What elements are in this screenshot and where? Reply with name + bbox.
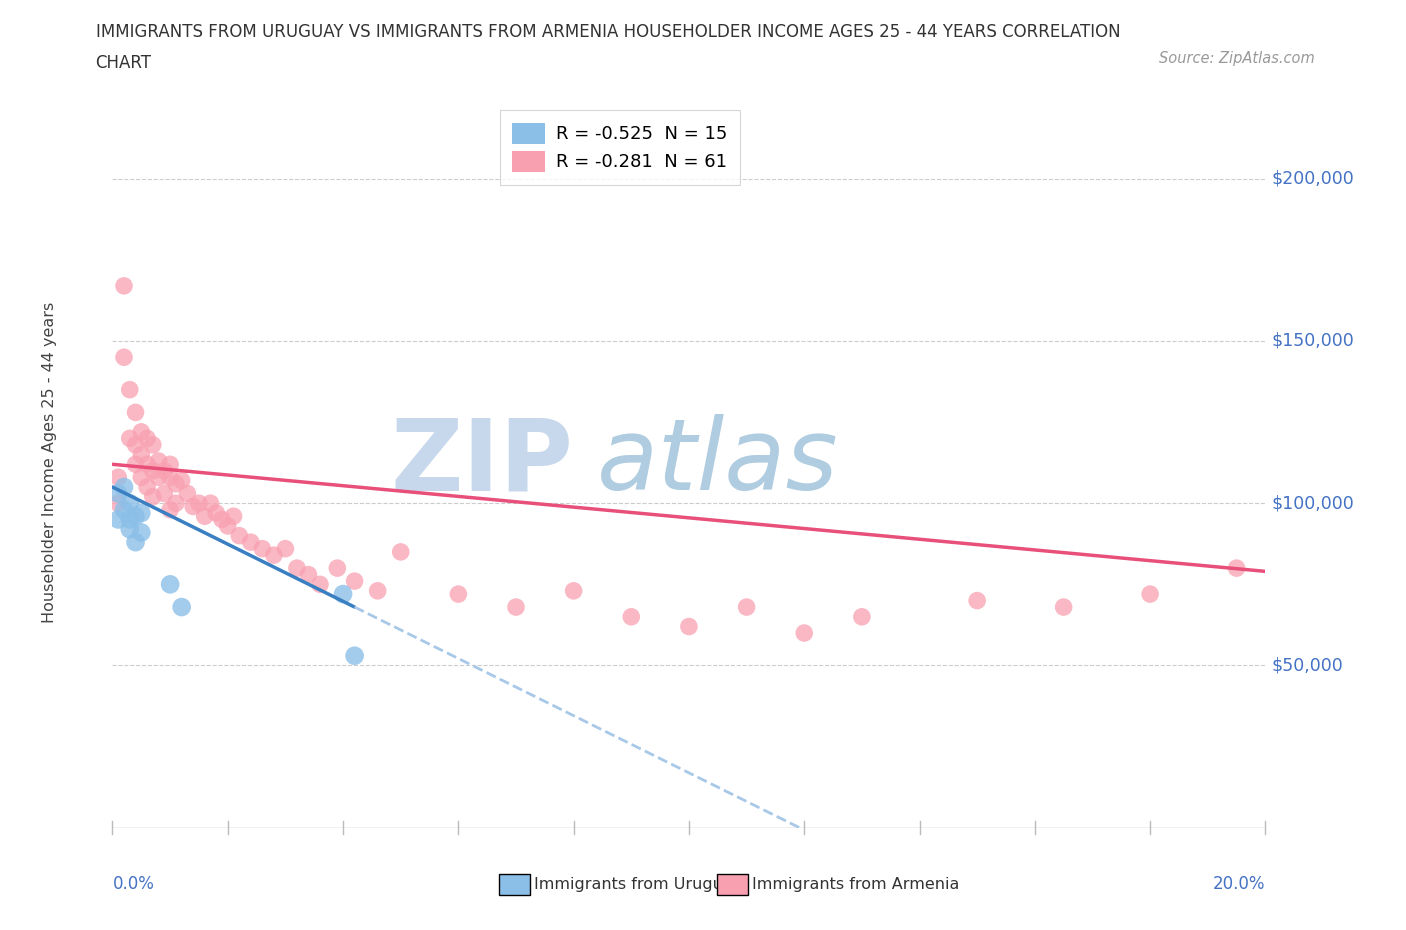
Point	[188, 496, 211, 511]
Point	[263, 548, 285, 563]
Point	[107, 470, 129, 485]
Point	[252, 541, 274, 556]
Point	[505, 600, 527, 615]
Legend: R = -0.525  N = 15, R = -0.281  N = 61: R = -0.525 N = 15, R = -0.281 N = 61	[499, 111, 740, 184]
Point	[153, 486, 176, 501]
Point	[124, 509, 146, 524]
Text: CHART: CHART	[96, 54, 152, 72]
Point	[118, 522, 141, 537]
Point	[326, 561, 349, 576]
Point	[136, 431, 159, 445]
Point	[217, 519, 239, 534]
Point	[124, 405, 146, 419]
Point	[118, 431, 141, 445]
Point	[107, 512, 129, 527]
Text: Householder Income Ages 25 - 44 years: Householder Income Ages 25 - 44 years	[42, 302, 56, 623]
Point	[112, 502, 135, 517]
Text: $100,000: $100,000	[1271, 494, 1354, 512]
Point	[205, 506, 228, 521]
Point	[129, 506, 153, 521]
Point	[136, 457, 159, 472]
Point	[170, 600, 193, 615]
Text: atlas: atlas	[596, 414, 838, 512]
Point	[153, 463, 176, 478]
Point	[194, 509, 217, 524]
Point	[118, 382, 141, 397]
Point	[851, 609, 873, 624]
Point	[124, 437, 146, 452]
Point	[112, 350, 135, 365]
Point	[228, 528, 250, 543]
Point	[181, 499, 204, 514]
Point	[165, 476, 187, 491]
Point	[222, 509, 245, 524]
Point	[200, 496, 222, 511]
Point	[1226, 561, 1249, 576]
Point	[142, 437, 165, 452]
Point	[159, 470, 181, 485]
Text: Immigrants from Uruguay: Immigrants from Uruguay	[534, 877, 742, 892]
Point	[159, 457, 181, 472]
Point	[620, 609, 643, 624]
Text: ZIP: ZIP	[391, 414, 574, 512]
Point	[118, 512, 141, 527]
Point	[129, 424, 153, 439]
Point	[129, 470, 153, 485]
Text: $200,000: $200,000	[1271, 170, 1354, 188]
Point	[148, 470, 170, 485]
Point	[367, 583, 389, 598]
Point	[124, 535, 146, 550]
Point	[1053, 600, 1076, 615]
Point	[239, 535, 262, 550]
Point	[159, 502, 181, 517]
Text: Immigrants from Armenia: Immigrants from Armenia	[752, 877, 959, 892]
Text: Source: ZipAtlas.com: Source: ZipAtlas.com	[1159, 51, 1315, 66]
Point	[343, 648, 366, 663]
Point	[793, 626, 815, 641]
Point	[159, 577, 181, 591]
Point	[309, 577, 332, 591]
Point	[107, 496, 129, 511]
Text: $50,000: $50,000	[1271, 657, 1343, 674]
Point	[142, 463, 165, 478]
Point	[136, 480, 159, 495]
Text: IMMIGRANTS FROM URUGUAY VS IMMIGRANTS FROM ARMENIA HOUSEHOLDER INCOME AGES 25 - : IMMIGRANTS FROM URUGUAY VS IMMIGRANTS FR…	[96, 23, 1121, 41]
Point	[678, 619, 700, 634]
Point	[211, 512, 233, 527]
Point	[285, 561, 308, 576]
Point	[124, 457, 146, 472]
Point	[118, 496, 141, 511]
Point	[107, 486, 129, 501]
Point	[735, 600, 758, 615]
Point	[389, 544, 412, 559]
Point	[148, 454, 170, 469]
Point	[165, 496, 187, 511]
Point	[170, 473, 193, 488]
Point	[129, 447, 153, 462]
Point	[112, 278, 135, 293]
Text: $150,000: $150,000	[1271, 332, 1354, 350]
Point	[129, 525, 153, 540]
Point	[142, 489, 165, 504]
Point	[1139, 587, 1161, 602]
Point	[332, 587, 354, 602]
Point	[297, 567, 319, 582]
Text: 20.0%: 20.0%	[1213, 875, 1265, 893]
Point	[562, 583, 585, 598]
Text: 0.0%: 0.0%	[112, 875, 155, 893]
Point	[112, 480, 135, 495]
Point	[274, 541, 297, 556]
Point	[966, 593, 988, 608]
Point	[447, 587, 470, 602]
Point	[176, 486, 198, 501]
Point	[343, 574, 366, 589]
